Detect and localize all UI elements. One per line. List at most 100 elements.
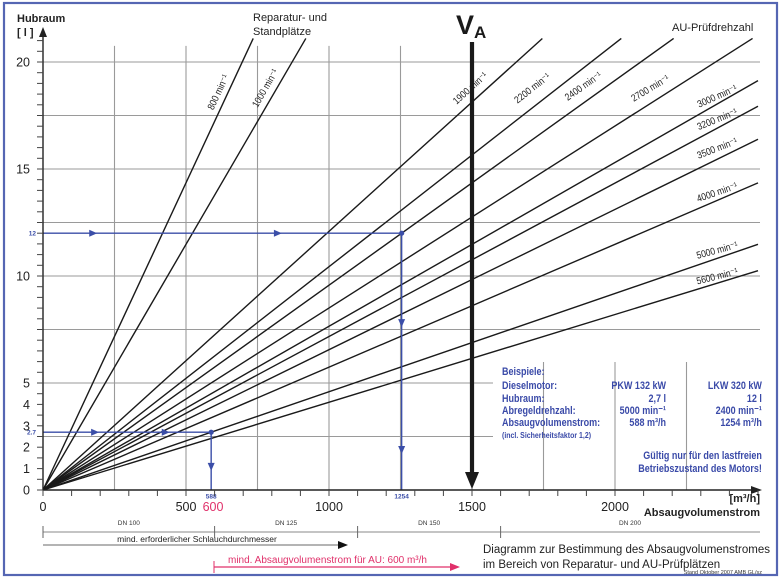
rpm-label-group: 2700 min⁻¹ [629,73,671,104]
examples-note-line-2: Betriebszustand des Motors! [638,463,762,475]
dn-band-label: DN 100 [118,520,140,527]
hose-caption-arrow-icon [338,541,348,549]
examples-heading: Beispiele: [502,366,545,378]
examples-row-pkw: 588 m³/h [629,417,666,429]
y-tick-label: 10 [16,270,30,284]
rpm-label-group: 1000 min⁻¹ [250,67,280,109]
rpm-line-800 [42,38,254,491]
rpm-line-5000 [42,243,759,491]
min-flow-caption: mind. Absaugvolumenstrom für AU: 600 m³/… [228,555,427,566]
y-tick-label: 0 [23,484,30,498]
examples-row-lkw: LKW 320 kW [708,380,763,392]
dn-band-label: DN 125 [275,520,297,527]
va-arrow-icon [465,472,479,489]
rpm-label-group: 3000 min⁻¹ [696,83,739,110]
hose-diameter-bar: DN 100 DN 125 DN 150 DN 200 [42,520,760,538]
example-point-lkw [399,230,405,236]
y-axis-unit: [ l ] [17,27,34,39]
arrow-right-icon [89,229,98,237]
rpm-label-3000: 3000 min⁻¹ [696,83,739,110]
y-tick-label: 20 [16,56,30,70]
example-paths-layer: 2.7 588 12 1254 [27,229,409,501]
footer-stand: Stand Oktober 2007 AMB GL/sz [684,570,763,576]
rpm-line-3000 [42,80,759,491]
examples-row-lkw: 12 l [747,393,762,405]
examples-row-lkw: 2400 min⁻¹ [716,405,763,417]
examples-row-pkw: 5000 min⁻¹ [620,405,667,417]
rpm-line-2200 [42,37,622,491]
examples-row: Absaugvolumenstrom: 588 m³/h 1254 m³/h [502,417,762,429]
rpm-line-2700 [42,37,753,491]
group-repair-label-1: Reparatur- und [253,12,327,24]
rpm-label-2400: 2400 min⁻¹ [563,70,604,103]
min-flow-value-label: 600 [203,500,224,514]
footer-title-line-1: Diagramm zur Bestimmung des Absaugvolume… [483,544,770,556]
y-tick-label: 4 [23,398,30,412]
arrow-down-icon [398,319,406,328]
examples-row-label: Dieselmotor: [502,380,557,392]
x-tick-label: 0 [40,500,47,514]
group-au-label: AU-Prüfdrehzahl [672,22,753,34]
x-tick-label: 1000 [315,500,343,514]
rpm-label-2200: 2200 min⁻¹ [512,71,552,105]
group-repair-label-2: Standplätze [253,26,311,38]
y-tick-label: 1 [23,462,30,476]
y-axis-title: Hubraum [17,13,66,25]
x-tick-label: 500 [176,500,197,514]
example-flow-label: 1254 [394,494,409,501]
example-flow-label: 588 [206,494,217,501]
rpm-label-2700: 2700 min⁻¹ [629,73,671,104]
examples-row-pkw: PKW 132 kW [611,380,666,392]
arrow-down-icon [207,462,215,471]
rpm-line-5600 [42,269,759,491]
rpm-label-1000: 1000 min⁻¹ [250,67,280,109]
examples-note-line-1: Gültig nur für den lastfreien [643,450,762,462]
examples-row-label: Abregeldrehzahl: [502,405,576,417]
y-axis-arrow-icon [39,27,47,37]
y-tick-label: 3 [23,419,30,433]
rpm-label-group: 800 min⁻¹ [205,73,231,112]
x-axis-arrow-icon [751,486,762,494]
hose-caption: mind. erforderlicher Schlauchdurchmesser [117,534,277,544]
footer-title-line-2: im Bereich von Reparatur- und AU-Prüfplä… [483,559,720,571]
rpm-label-800: 800 min⁻¹ [205,73,231,112]
example-point-pkw [208,429,214,435]
examples-box: Beispiele: Dieselmotor: PKW 132 kW LKW 3… [502,366,763,475]
va-label: VA [456,10,486,42]
x-axis-unit: [m³/h] [729,493,760,505]
x-axis-title: Absaugvolumenstrom [644,507,760,519]
rpm-label-group: 2400 min⁻¹ [563,70,604,103]
rpm-line-3200 [42,105,759,491]
x-tick-label: 1500 [458,500,486,514]
example-hubraum-label: 2.7 [27,430,36,437]
va-label-sub: A [474,23,486,42]
rpm-label-group: 3500 min⁻¹ [695,136,738,161]
arrow-right-icon [273,229,282,237]
y-tick-label: 15 [16,163,30,177]
va-reference: VA [456,10,486,489]
y-tick-label: 2 [23,441,30,455]
example-hubraum-label: 12 [29,231,37,238]
rpm-line-1900 [42,37,543,491]
arrow-right-icon [91,428,100,436]
arrow-down-icon [398,445,406,454]
rpm-label-3500: 3500 min⁻¹ [695,136,738,161]
y-tick-label: 5 [23,377,30,391]
arrow-right-icon [161,428,170,436]
rpm-line-1000 [42,38,307,491]
dn-band-label: DN 150 [418,520,440,527]
rpm-line-4000 [42,182,759,491]
examples-row: Abregeldrehzahl: 5000 min⁻¹ 2400 min⁻¹ [502,405,763,417]
examples-row-lkw: 1254 m³/h [720,417,762,429]
examples-footnote: (incl. Sicherheitsfaktor 1,2) [502,430,591,440]
examples-row-label: Hubraum: [502,393,545,405]
x-tick-label: 2000 [601,500,629,514]
examples-row: Hubraum: 2,7 l 12 l [502,393,762,405]
rpm-label-group: 2200 min⁻¹ [512,71,552,105]
examples-row-label: Absaugvolumenstrom: [502,417,600,429]
rpm-line-2400 [42,37,675,491]
dn-band-label: DN 200 [619,520,641,527]
